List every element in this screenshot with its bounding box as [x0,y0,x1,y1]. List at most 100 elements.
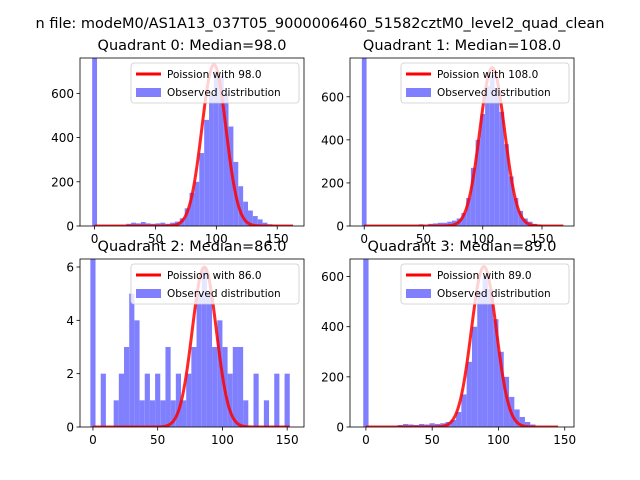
x-tick-label: 150 [276,433,299,447]
subplot-q1: 0 50 100 150 0 200 400 600 Quadrant 1: Median=10… [321,38,575,246]
y-tick-label: 4 [66,314,74,328]
axes-frame [79,57,305,227]
histogram-bar [160,400,166,427]
histogram-bars [92,58,278,226]
legend-box [400,62,570,104]
histogram-bar [209,93,214,226]
y-tick-label: 2 [66,367,74,381]
subplot-q3: 0 50 100 150 0 200 400 600 Quadrant 3: Median=89… [321,239,576,447]
x-tick-label: 100 [471,232,494,246]
axes-frame [349,258,575,428]
poisson-curve-group [363,66,565,226]
histogram-bar [363,259,369,427]
legend-bar-label: Observed distribution [437,288,551,300]
y-tick-label: 0 [66,421,74,435]
legend-bar-swatch [406,88,431,97]
histogram-bar [113,400,119,427]
y-tick-label: 400 [51,131,74,145]
legend: Poission with 89.0 Observed distribution [400,263,570,305]
histogram-bar [284,373,290,427]
subplot-q0: 0 50 100 150 0 200 400 600 Quadrant 0: Median=98… [51,38,305,246]
histogram-bar [519,416,525,427]
histogram-bar [243,201,248,226]
subplot-title: Quadrant 2: Median=86.0 [98,239,287,255]
legend-bar-label: Observed distribution [167,288,281,300]
histogram-bar [442,222,448,226]
histogram-bar [140,222,146,226]
y-tick-label: 400 [321,320,344,334]
histogram-bar [475,139,481,226]
legend-line-label: Poission with 89.0 [437,270,532,282]
histogram-bars [90,259,290,427]
x-tick-label: 100 [487,433,510,447]
histogram-bar [155,373,161,427]
x-tick-label: 150 [531,232,554,246]
histogram-bar [524,421,531,427]
x-tick-label: 50 [150,433,165,447]
y-tick-label: 200 [321,176,344,190]
histogram-bar [480,114,486,226]
histogram-bar [418,423,425,427]
y-tick-label: 200 [51,175,74,189]
histogram-bar [180,400,187,427]
histogram-bar [237,347,244,427]
histogram-bar [429,423,435,427]
histogram-bar [494,88,500,226]
histogram-bar [129,293,135,427]
histogram-bar [204,119,210,226]
histogram-bar [206,293,213,427]
histogram-bar [493,319,499,427]
x-tick-label: 0 [91,232,99,246]
histogram-bar [189,192,195,226]
axes-frame [349,57,575,227]
histogram-bar [201,267,207,427]
histogram-bar [461,213,467,226]
histogram-bar [139,400,145,427]
histogram-bar [257,219,263,226]
x-tick-label: 50 [425,433,440,447]
x-tick-label: 0 [362,433,370,447]
y-tick-label: 600 [51,87,74,101]
histogram-bar [252,216,258,226]
legend-line-label: Poission with 86.0 [167,270,262,282]
histogram-bar [487,289,494,427]
histogram-bar [227,373,233,427]
legend-box [400,263,570,305]
legend-line-label: Poission with 108.0 [437,69,538,81]
histogram-bar [499,111,505,226]
histogram-bar [175,373,181,427]
histogram-bar [184,208,190,226]
y-tick-label: 200 [321,370,344,384]
histogram-bar [165,347,171,427]
histogram-bar [253,373,259,427]
histogram-bar [243,400,249,427]
histogram-bar [477,291,483,427]
y-tick-label: 600 [321,90,344,104]
y-tick-label: 0 [336,220,344,234]
legend-box [130,263,300,305]
legend-bar-swatch [406,289,431,298]
x-tick-label: 150 [266,232,289,246]
histogram-bar [213,71,219,226]
histogram-bar [194,181,200,226]
histogram-bar [149,400,156,427]
histogram-bar [170,400,176,427]
histogram-bar [498,351,504,427]
histogram-bar [118,373,125,427]
histogram-bar [508,176,514,226]
histogram-bar [466,198,471,226]
histogram-bar [437,222,443,226]
histogram-bar [218,75,224,226]
histogram-bar [274,373,280,427]
histogram-bar [217,320,223,427]
histogram-bar [470,167,476,226]
histogram-bar [263,400,270,427]
histogram-bar [471,326,478,427]
legend: Poission with 98.0 Observed distribution [130,62,300,104]
histogram-bar [160,222,166,226]
histogram-bar [248,210,253,226]
y-tick-label: 400 [321,133,344,147]
x-tick-label: 100 [211,433,234,447]
subplot-title: Quadrant 1: Median=108.0 [363,38,561,54]
